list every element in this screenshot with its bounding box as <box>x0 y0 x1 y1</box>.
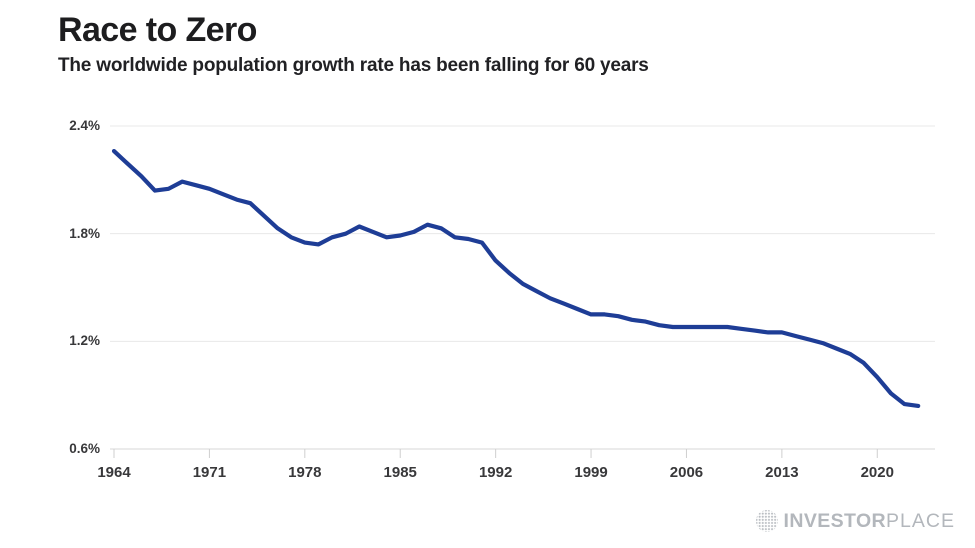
y-axis-tick-label: 1.2% <box>69 333 100 349</box>
logo-text-place: PLACE <box>886 509 955 532</box>
y-axis-tick-label: 0.6% <box>69 441 100 456</box>
series-line-world-growth-rate <box>111 149 921 408</box>
x-axis-ticks <box>113 449 878 458</box>
chart-subtitle: The worldwide population growth rate has… <box>58 55 649 77</box>
globe-icon <box>755 510 778 532</box>
x-axis-tick-label: 1971 <box>192 464 227 481</box>
gridlines <box>110 125 935 450</box>
x-axis-tick-label: 1999 <box>574 464 608 481</box>
x-axis-tick-label: 2006 <box>669 464 704 481</box>
chart-header: Race to Zero The worldwide population gr… <box>58 11 649 77</box>
x-axis-tick-label: 1985 <box>383 464 417 481</box>
chart-title: Race to Zero <box>58 11 257 49</box>
x-axis-tick-label: 1964 <box>97 464 131 481</box>
investorplace-logo: INVESTORPLACE <box>755 509 955 533</box>
logo-text-investor: INVESTOR <box>783 509 887 532</box>
x-axis-tick-label: 1992 <box>478 464 513 481</box>
logo-text: INVESTORPLACE <box>784 510 955 533</box>
x-axis-tick-label: 2013 <box>765 464 799 481</box>
y-axis-tick-label: 1.8% <box>69 225 100 241</box>
x-axis-tick-label: 2020 <box>860 464 894 481</box>
x-axis-tick-label: 1978 <box>288 464 322 481</box>
y-axis-tick-label: 2.4% <box>69 118 100 133</box>
